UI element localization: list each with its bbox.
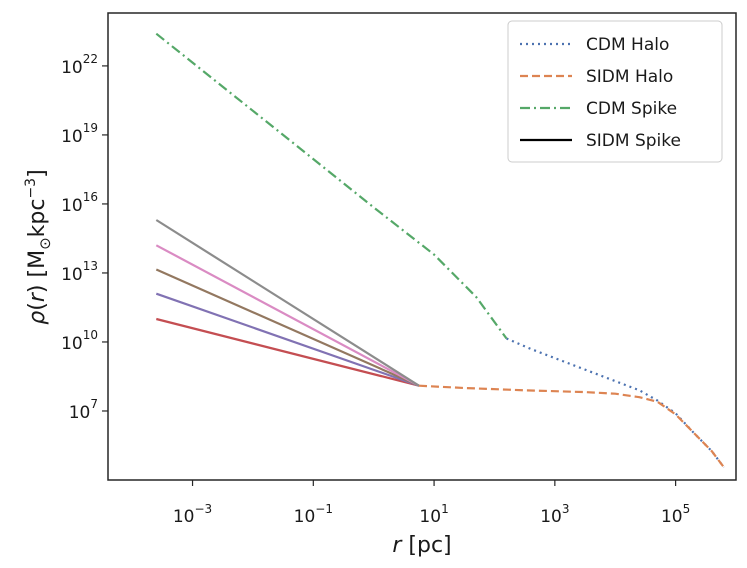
series-lines <box>155 32 725 468</box>
sidm-spike-line-4 <box>155 244 420 387</box>
y-tick-label: 1019 <box>61 121 98 147</box>
series-line-cdm-halo <box>506 337 725 468</box>
x-tick-label: 101 <box>419 502 448 527</box>
y-tick-label: 107 <box>69 397 98 423</box>
sidm-spike-line-5 <box>155 219 420 387</box>
y-tick-label: 1016 <box>61 190 98 216</box>
y-tick-label: 1013 <box>61 259 98 285</box>
x-tick-label: 103 <box>540 502 569 527</box>
sidm-spike-line-2 <box>155 292 420 387</box>
legend-entry: CDM Spike <box>586 99 677 119</box>
y-tick-label: 1022 <box>61 52 98 78</box>
sidm-spike-line-3 <box>155 268 420 387</box>
x-tick-label: 105 <box>661 502 690 527</box>
legend-box <box>507 20 723 163</box>
x-axis-label: r [pc] <box>392 533 451 558</box>
series-line-cdm-spike <box>155 32 508 340</box>
legend: CDM Halo SIDM Halo CDM Spike SIDM Spike <box>507 20 723 163</box>
sidm-spike-line-1 <box>156 317 420 387</box>
y-axis-ticks: 107 1010 1013 1016 1019 1022 <box>61 52 108 423</box>
legend-entry: CDM Halo <box>586 35 669 55</box>
y-axis-label: ρ(r) [M⊙kpc−3] <box>23 169 54 324</box>
plot-frame <box>107 12 737 481</box>
x-tick-label: 10−3 <box>173 502 212 527</box>
x-axis-ticks: 10−3 10−1 101 103 105 <box>173 480 690 527</box>
y-tick-label: 1010 <box>61 328 98 354</box>
x-tick-label: 10−1 <box>294 502 333 527</box>
series-line-sidm-halo <box>418 384 725 468</box>
legend-entry: SIDM Halo <box>586 67 673 87</box>
legend-entry: SIDM Spike <box>586 131 681 151</box>
